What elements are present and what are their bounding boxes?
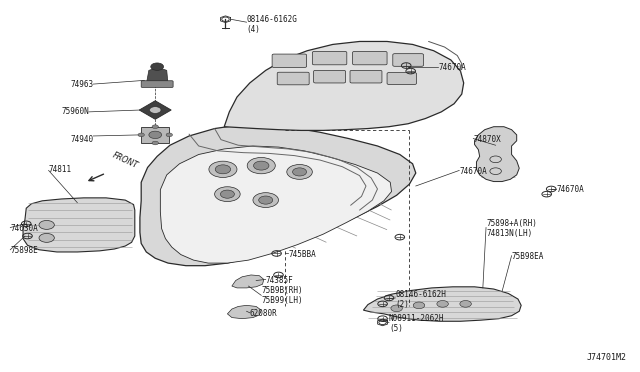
Circle shape	[292, 168, 307, 176]
FancyBboxPatch shape	[353, 51, 387, 65]
Text: 75898+A(RH)
74813N(LH): 75898+A(RH) 74813N(LH)	[486, 219, 537, 238]
Text: 74670A: 74670A	[460, 167, 487, 176]
Polygon shape	[140, 101, 172, 119]
FancyBboxPatch shape	[393, 54, 424, 66]
Circle shape	[253, 161, 269, 170]
Circle shape	[152, 125, 159, 129]
FancyBboxPatch shape	[314, 70, 346, 83]
Circle shape	[253, 193, 278, 208]
Text: 75960N: 75960N	[61, 108, 89, 116]
Polygon shape	[227, 305, 261, 319]
Polygon shape	[364, 287, 521, 321]
Text: 74385F: 74385F	[266, 276, 294, 285]
Text: 74670A: 74670A	[438, 63, 466, 72]
Circle shape	[460, 301, 471, 307]
Circle shape	[166, 133, 173, 137]
Circle shape	[39, 234, 54, 242]
FancyBboxPatch shape	[141, 81, 173, 87]
Circle shape	[138, 133, 145, 137]
Polygon shape	[23, 198, 135, 252]
Circle shape	[259, 196, 273, 204]
FancyBboxPatch shape	[387, 73, 417, 84]
FancyBboxPatch shape	[277, 72, 309, 85]
Text: 75898E: 75898E	[10, 246, 38, 255]
FancyBboxPatch shape	[350, 70, 382, 83]
Polygon shape	[147, 67, 168, 84]
Circle shape	[151, 63, 164, 70]
Text: 745BBA: 745BBA	[288, 250, 316, 259]
Circle shape	[437, 301, 449, 307]
Circle shape	[39, 221, 54, 230]
Circle shape	[215, 165, 230, 174]
Polygon shape	[224, 41, 464, 131]
Text: N08911-2062H
(5): N08911-2062H (5)	[389, 314, 444, 333]
Circle shape	[220, 190, 234, 198]
Text: 74963: 74963	[70, 80, 93, 89]
Circle shape	[413, 302, 425, 309]
Polygon shape	[232, 275, 264, 288]
Circle shape	[149, 131, 162, 138]
Text: 74670A: 74670A	[556, 185, 584, 194]
Text: 74811: 74811	[49, 165, 72, 174]
Text: 75B98EA: 75B98EA	[511, 252, 544, 261]
Circle shape	[150, 107, 161, 113]
Polygon shape	[140, 125, 416, 266]
Text: 75B9B(RH)
75B99(LH): 75B9B(RH) 75B99(LH)	[261, 286, 303, 305]
Polygon shape	[474, 127, 519, 182]
Text: 74630A: 74630A	[10, 224, 38, 233]
Text: 08146-6162G
(4): 08146-6162G (4)	[246, 15, 298, 34]
Circle shape	[247, 157, 275, 174]
FancyBboxPatch shape	[312, 51, 347, 65]
Polygon shape	[141, 127, 170, 143]
Polygon shape	[161, 146, 392, 263]
Circle shape	[287, 164, 312, 179]
Circle shape	[214, 187, 240, 202]
Text: 08146-6162H
(2): 08146-6162H (2)	[396, 289, 446, 308]
Text: FRONT: FRONT	[111, 151, 139, 170]
Text: J74701M2: J74701M2	[586, 353, 627, 362]
Text: 74870X: 74870X	[473, 135, 501, 144]
Circle shape	[152, 141, 159, 145]
Circle shape	[391, 305, 403, 312]
Text: 62080R: 62080R	[250, 310, 278, 318]
FancyBboxPatch shape	[272, 54, 307, 67]
Text: 74940: 74940	[70, 135, 93, 144]
Circle shape	[209, 161, 237, 177]
